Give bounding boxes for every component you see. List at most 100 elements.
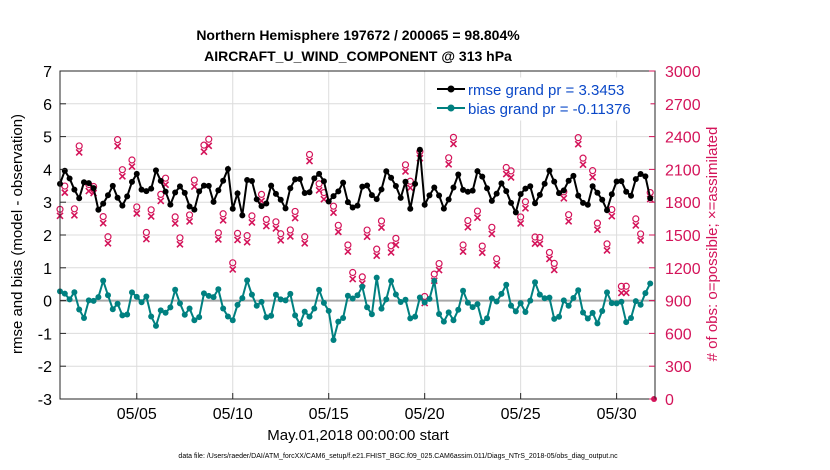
obs-assimilated-point <box>329 209 338 217</box>
rmse-point <box>301 190 308 197</box>
bias-point <box>263 314 270 321</box>
bias-point <box>104 292 111 299</box>
bias-point <box>301 308 308 315</box>
rmse-point <box>340 179 347 186</box>
obs-possible-point <box>133 203 141 211</box>
rmse-point <box>316 170 323 177</box>
bias-point <box>647 280 654 287</box>
rmse-point <box>608 191 615 198</box>
obs-assimilated-point <box>118 172 126 180</box>
bias-point <box>109 306 116 313</box>
x-tick-label: 05/10 <box>213 406 253 423</box>
bias-point <box>383 296 390 303</box>
obs-possible-point <box>531 233 539 241</box>
obs-possible-point <box>128 156 136 164</box>
bias-point <box>397 298 404 305</box>
bias-point <box>407 315 414 322</box>
bias-point <box>143 293 150 300</box>
rmse-point <box>541 180 548 187</box>
y-tick-label-right: 1800 <box>665 195 701 212</box>
obs-assimilated-point <box>233 236 242 244</box>
bias-point <box>527 297 534 304</box>
obs-assimilated-point <box>565 217 573 225</box>
rmse-point <box>508 199 515 206</box>
bias-point <box>124 311 131 318</box>
rmse-point <box>143 188 150 195</box>
bias-point <box>604 289 611 296</box>
bias-point <box>330 336 337 343</box>
bias-point <box>392 291 399 298</box>
rmse-point <box>344 199 351 206</box>
obs-possible-point <box>113 136 122 144</box>
bias-point <box>613 300 620 307</box>
obs-possible-point <box>75 142 83 150</box>
bias-point <box>248 291 255 298</box>
bias-point <box>325 307 332 314</box>
bias-point <box>469 304 476 311</box>
obs-assimilated-point <box>608 212 616 220</box>
obs-possible-point <box>617 282 626 290</box>
rmse-point <box>445 196 452 203</box>
obs-possible-point <box>632 215 640 223</box>
bias-point <box>464 299 471 306</box>
rmse-point <box>167 201 174 208</box>
bias-point <box>575 287 582 294</box>
rmse-point <box>426 192 433 199</box>
rmse-point <box>244 177 251 184</box>
obs-possible-point <box>301 233 309 241</box>
rmse-point <box>85 180 92 187</box>
obs-assimilated-point <box>176 240 184 248</box>
x-tick-label: 05/25 <box>501 406 541 423</box>
bias-point <box>421 299 428 306</box>
y-tick-label-right: 300 <box>665 359 692 376</box>
obs-possible-point <box>373 245 381 253</box>
obs-assimilated-point <box>435 266 443 274</box>
obs-assimilated-point <box>579 161 587 169</box>
obs-possible-point <box>171 213 179 221</box>
y-tick-label-left: 2 <box>43 228 52 245</box>
bias-point <box>498 290 505 297</box>
obs-assimilated-point <box>61 189 69 197</box>
obs-possible-point <box>248 212 256 220</box>
bias-point <box>229 317 236 324</box>
obs-possible-point <box>262 215 270 224</box>
obs-possible-point <box>142 228 150 237</box>
obs-possible-point <box>502 163 510 172</box>
obs-possible-point <box>637 230 645 238</box>
rmse-point <box>546 167 553 174</box>
bias-point <box>570 294 577 301</box>
rmse-point <box>359 183 366 190</box>
obs-assimilated-point <box>464 223 472 231</box>
obs-possible-point <box>344 241 352 249</box>
y-axis-label-left: rmse and bias (model - observation) <box>9 114 26 354</box>
rmse-point <box>378 186 385 193</box>
bias-point <box>176 300 183 307</box>
obs-possible-point <box>233 229 242 237</box>
obs-assimilated-point <box>349 275 357 283</box>
rmse-point <box>109 182 116 189</box>
bias-point <box>181 311 188 318</box>
bias-point <box>618 298 625 305</box>
bias-point <box>239 295 246 302</box>
rmse-point <box>335 188 342 195</box>
rmse-point <box>330 193 337 200</box>
data-file-footnote: data file: /Users/raeder/DAI/ATM_forcXX/… <box>178 453 618 460</box>
bias-point <box>416 294 423 301</box>
obs-assimilated-point <box>507 173 515 182</box>
obs-assimilated-point <box>488 230 496 238</box>
bias-point <box>292 312 299 319</box>
rmse-point <box>536 191 543 198</box>
obs-possible-point <box>363 226 371 234</box>
obs-possible-point <box>157 190 165 198</box>
obs-possible-point <box>464 216 472 225</box>
bias-point <box>503 281 510 288</box>
bias-point <box>445 309 452 316</box>
obs-assimilated-point <box>229 265 237 273</box>
obs-assimilated-point <box>334 228 342 236</box>
rmse-point <box>61 167 68 174</box>
rmse-point <box>440 205 447 212</box>
rmse-point <box>148 185 155 192</box>
rmse-point <box>100 200 107 207</box>
bias-point <box>162 309 169 316</box>
